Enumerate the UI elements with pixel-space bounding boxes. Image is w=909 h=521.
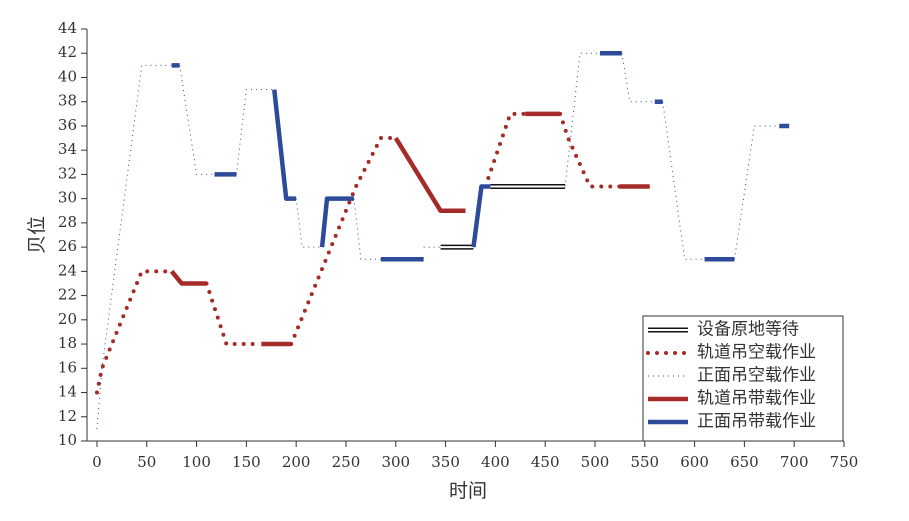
x-tick-label: 150 — [232, 453, 261, 471]
x-tick-label: 250 — [332, 453, 361, 471]
x-tick-label: 550 — [630, 453, 659, 471]
x-tick-label: 600 — [680, 453, 709, 471]
x-tick-label: 400 — [481, 453, 510, 471]
y-tick-label: 30 — [58, 189, 77, 207]
y-tick-label: 44 — [58, 19, 77, 37]
y-tick-label: 16 — [58, 358, 77, 376]
y-tick-label: 42 — [58, 43, 77, 61]
y-tick-label: 36 — [58, 116, 77, 134]
x-tick-label: 700 — [780, 453, 809, 471]
series-line-inner — [440, 185, 566, 249]
y-tick-label: 14 — [58, 383, 77, 401]
legend-label: 正面吊空载作业 — [697, 366, 816, 386]
x-tick-label: 500 — [581, 453, 610, 471]
x-tick-label: 750 — [830, 453, 859, 471]
x-tick-label: 300 — [381, 453, 410, 471]
x-axis-label: 时间 — [449, 480, 487, 502]
series-line — [171, 50, 790, 262]
y-tick-label: 24 — [58, 261, 77, 279]
y-tick-label: 10 — [58, 431, 77, 449]
x-tick-label: 650 — [730, 453, 759, 471]
y-tick-label: 28 — [58, 213, 77, 231]
legend-label: 轨道吊空载作业 — [697, 343, 816, 363]
legend-label: 正面吊带载作业 — [697, 412, 816, 432]
y-tick-label: 38 — [58, 92, 77, 110]
x-tick-label: 50 — [137, 453, 156, 471]
y-tick-label: 20 — [58, 310, 77, 328]
x-tick-label: 450 — [531, 453, 560, 471]
y-tick-label: 40 — [58, 67, 77, 85]
legend-label: 轨道吊带载作业 — [697, 389, 816, 409]
legend-label: 设备原地等待 — [697, 320, 799, 340]
y-tick-label: 26 — [58, 237, 77, 255]
series-line — [440, 184, 566, 250]
y-tick-label: 34 — [58, 140, 77, 158]
y-tick-label: 18 — [58, 334, 77, 352]
x-tick-label: 0 — [92, 453, 102, 471]
series-line — [94, 111, 622, 395]
series-line — [169, 111, 650, 347]
x-tick-label: 200 — [282, 453, 311, 471]
y-tick-label: 12 — [58, 407, 77, 425]
x-tick-label: 350 — [431, 453, 460, 471]
y-tick-label: 32 — [58, 164, 77, 182]
x-tick-label: 100 — [182, 453, 211, 471]
series-line — [96, 52, 780, 429]
y-tick-label: 22 — [58, 286, 77, 304]
y-axis-label: 贝位 — [26, 216, 48, 254]
